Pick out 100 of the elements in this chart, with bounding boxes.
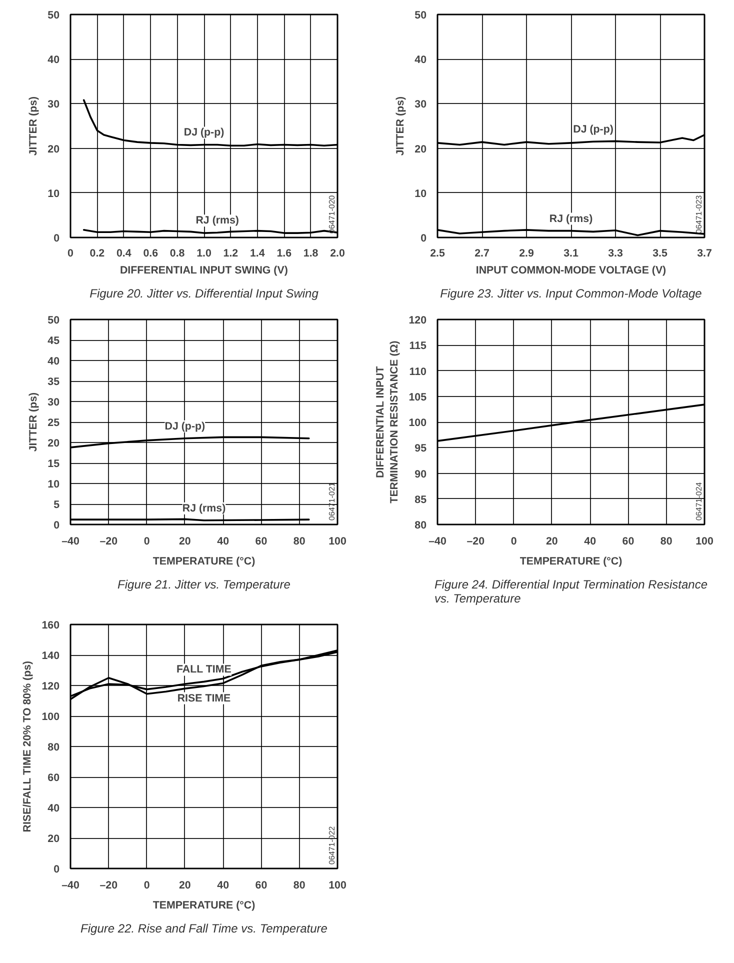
series-label: RJ (rms)	[182, 502, 226, 514]
x-axis-title: TEMPERATURE (°C)	[152, 900, 256, 912]
x-tick-label: 0.8	[170, 248, 185, 260]
x-tick-label: 0	[510, 536, 517, 548]
y-tick-label: 95	[414, 442, 427, 455]
series-label: DJ (p-p)	[184, 126, 225, 139]
series-label: RJ (rms)	[196, 214, 240, 227]
text: Figure 22. Rise and Fall Time vs. Temperature	[80, 922, 328, 936]
y-tick-label: 45	[48, 335, 60, 347]
x-tick-label: 20	[179, 880, 191, 892]
y-tick-label: 115	[409, 340, 427, 352]
series-label: RISE TIME	[177, 692, 231, 704]
series-label: DJ (p-p)	[573, 124, 614, 136]
x-tick-label: 20	[179, 536, 191, 548]
y-tick-label: 110	[409, 366, 427, 378]
y-tick-label: 20	[48, 438, 60, 450]
y-tick-label: 20	[48, 833, 60, 845]
x-tick-label: 40	[584, 536, 596, 548]
y-tick-label: 40	[48, 802, 60, 814]
y-tick-label: 40	[48, 356, 60, 368]
y-tick-label: 80	[414, 520, 427, 532]
y-tick-label: 5	[54, 499, 60, 511]
y-tick-label: 0	[54, 520, 60, 532]
y-tick-label: 15	[48, 458, 60, 470]
annotation: 06471-021	[328, 482, 336, 520]
annotation: 06471-023	[694, 194, 704, 234]
x-tick-label: 20	[546, 536, 558, 548]
x-tick-label: 100	[328, 880, 346, 892]
y-axis-title: DIFFERENTIAL INPUT TERMINATION RESISTANCE (Ω)	[374, 340, 401, 504]
y-axis-title: JITTER (ps)	[28, 96, 40, 156]
x-tick-label: 60	[622, 536, 634, 548]
y-tick-label: 80	[48, 742, 60, 754]
x-tick-label: 1.2	[223, 248, 238, 260]
y-tick-label: 30	[48, 396, 60, 408]
y-tick-label: 0	[420, 232, 427, 244]
y-tick-label: 160	[42, 620, 60, 632]
x-tick-label: 1.0	[196, 248, 212, 260]
annotation: 06471-024	[694, 482, 704, 520]
x-tick-label: 3.3	[608, 248, 623, 260]
y-tick-label: 100	[408, 417, 427, 429]
annotation: 06471-020	[328, 194, 336, 234]
y-tick-label: 10	[414, 188, 427, 200]
series-label: RJ (rms)	[549, 212, 594, 225]
x-axis-title: INPUT COMMON-MODE VOLTAGE (V)	[476, 264, 667, 276]
y-tick-label: 105	[408, 391, 427, 404]
x-tick-label: 60	[255, 880, 268, 892]
y-tick-label: 10	[48, 188, 60, 200]
x-tick-label: –20	[100, 880, 118, 892]
x-tick-label: 0	[68, 248, 74, 260]
text: Figure 24. Differential Input Termination Resistance vs. Temperature	[434, 578, 708, 606]
y-tick-label: 20	[48, 143, 60, 156]
x-tick-label: 60	[255, 536, 268, 548]
x-tick-label: 40	[217, 880, 230, 892]
x-tick-label: 1.4	[250, 248, 265, 260]
y-axis-title: RISE/FALL TIME 20% TO 80% (ps)	[22, 660, 34, 832]
y-tick-label: 60	[48, 772, 60, 784]
x-tick-label: 3.1	[564, 248, 578, 260]
x-tick-label: 2.5	[430, 248, 445, 260]
y-tick-label: 0	[54, 232, 60, 244]
x-tick-label: –20	[100, 536, 118, 548]
y-tick-label: 20	[414, 143, 427, 156]
x-tick-label: 2.0	[330, 248, 345, 260]
y-tick-label: 50	[48, 314, 60, 326]
x-tick-label: 80	[293, 880, 306, 892]
x-tick-label: 80	[660, 536, 672, 548]
x-tick-label: 0	[144, 536, 150, 548]
x-tick-label: 2.9	[519, 248, 534, 260]
x-tick-label: 0	[144, 880, 150, 892]
x-axis-title: TEMPERATURE (°C)	[520, 556, 623, 568]
y-tick-label: 40	[48, 54, 60, 66]
x-tick-label: 0.4	[116, 248, 132, 260]
y-tick-label: 50	[48, 10, 60, 22]
x-tick-label: –40	[428, 536, 446, 548]
series-label: FALL TIME	[176, 664, 232, 676]
y-tick-label: 30	[414, 98, 427, 111]
text: Figure 23. Jitter vs. Input Common-Mode Voltage	[440, 286, 702, 300]
y-tick-label: 50	[414, 10, 427, 22]
y-tick-label: 100	[42, 711, 60, 723]
x-axis-title: TEMPERATURE (°C)	[152, 556, 256, 568]
y-tick-label: 85	[414, 494, 427, 506]
x-tick-label: 3.7	[697, 248, 712, 260]
x-tick-label: –20	[466, 536, 485, 548]
series-label: DJ (p-p)	[164, 420, 206, 432]
x-tick-label: –40	[62, 536, 80, 548]
annotation: 06471-022	[328, 826, 336, 864]
x-tick-label: 2.7	[474, 248, 490, 260]
text: Figure 21. Jitter vs. Temperature	[118, 578, 291, 592]
y-tick-label: 25	[48, 417, 60, 429]
x-axis-title: DIFFERENTIAL INPUT SWING (V)	[120, 264, 288, 276]
y-tick-label: 35	[48, 376, 60, 388]
x-tick-label: –40	[62, 880, 80, 892]
x-tick-label: 100	[328, 536, 346, 548]
x-tick-label: 40	[217, 536, 230, 548]
y-tick-label: 90	[414, 468, 427, 480]
y-axis-title: JITTER (ps)	[28, 392, 40, 452]
y-tick-label: 120	[408, 314, 427, 326]
y-tick-label: 0	[54, 864, 60, 876]
x-tick-label: 0.6	[143, 248, 158, 260]
y-tick-label: 30	[48, 98, 60, 111]
x-tick-label: 1.8	[303, 248, 318, 260]
